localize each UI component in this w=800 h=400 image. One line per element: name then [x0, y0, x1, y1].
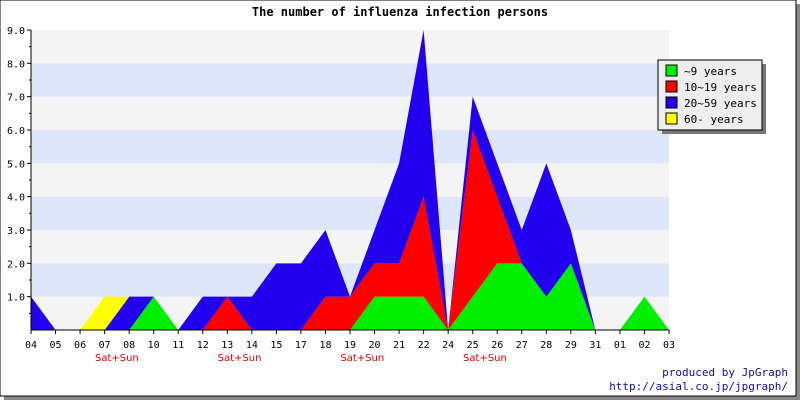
x-tick-label: 11 — [172, 340, 184, 351]
weekend-label: Sat+Sun — [340, 353, 384, 364]
x-tick-label: 17 — [295, 340, 307, 351]
x-tick-label: 27 — [516, 340, 528, 351]
x-tick-label: 21 — [393, 340, 405, 351]
x-tick-label: 31 — [589, 340, 601, 351]
x-tick-label: 19 — [344, 340, 356, 351]
x-tick-label: 06 — [74, 340, 86, 351]
area-series-1 — [31, 263, 669, 330]
legend-label: 20~59 years — [684, 97, 757, 110]
x-tick-label: 24 — [442, 340, 454, 351]
grid-band — [31, 130, 669, 164]
x-tick-label: 26 — [491, 340, 503, 351]
x-tick-label: 03 — [663, 340, 675, 351]
y-tick-labels: 1.0 2.0 3.0 4.0 5.0 6.0 7.0 8.0 9.0 — [7, 26, 25, 304]
x-tick-labels: 04 05 06 07 08 10 11 12 13 14 15 17 18 19 20 21 22 24 25 26… — [25, 340, 675, 351]
y-tick-label: 6.0 — [7, 126, 25, 137]
y-tick-label: 7.0 — [7, 93, 25, 104]
weekend-label: Sat+Sun — [218, 353, 262, 364]
y-tick-label: 1.0 — [7, 293, 25, 304]
legend-label: ~9 years — [684, 65, 737, 78]
weekend-labels: Sat+Sun Sat+Sun Sat+Sun Sat+Sun — [95, 353, 507, 364]
y-tick-label: 8.0 — [7, 59, 25, 70]
grid-band — [31, 96, 669, 130]
x-tick-label: 10 — [148, 340, 160, 351]
y-tick-label: 3.0 — [7, 226, 25, 237]
y-tick-label: 5.0 — [7, 159, 25, 170]
legend-swatch — [665, 112, 678, 125]
x-tick-label: 20 — [369, 340, 381, 351]
legend-label: 60- years — [684, 113, 744, 126]
x-tick-label: 07 — [99, 340, 111, 351]
stacked-areas — [31, 30, 669, 330]
x-tick-label: 08 — [123, 340, 135, 351]
grid-band — [31, 163, 669, 197]
x-tick-label: 14 — [246, 340, 258, 351]
credits-line-2: http://asial.co.jp/jpgraph/ — [609, 380, 788, 393]
x-tick-label: 29 — [565, 340, 577, 351]
x-tick-label: 13 — [221, 340, 233, 351]
x-tick-label: 18 — [319, 340, 331, 351]
credits-line-1: produced by JpGraph — [662, 366, 788, 379]
x-tick-label: 02 — [638, 340, 650, 351]
x-tick-label: 04 — [25, 340, 37, 351]
legend-swatch — [665, 64, 678, 77]
weekend-label: Sat+Sun — [463, 353, 507, 364]
grid-band — [31, 30, 669, 64]
x-tick-label: 25 — [467, 340, 479, 351]
x-tick-label: 05 — [50, 340, 62, 351]
y-tick-label: 4.0 — [7, 193, 25, 204]
legend-items: ~9 years 10~19 years 20~59 years 60- years — [665, 64, 757, 126]
weekend-label: Sat+Sun — [95, 353, 139, 364]
legend: ~9 years 10~19 years 20~59 years 60- years — [657, 59, 766, 134]
grid-band — [31, 63, 669, 97]
area-series-3 — [31, 30, 669, 330]
x-tick-label: 22 — [418, 340, 430, 351]
grid-band — [31, 196, 669, 230]
y-tick-label: 2.0 — [7, 259, 25, 270]
x-tick-label: 15 — [270, 340, 282, 351]
y-tick-label: 9.0 — [7, 26, 25, 37]
legend-swatch — [665, 80, 678, 93]
legend-label: 10~19 years — [684, 81, 757, 94]
x-tick-label: 12 — [197, 340, 209, 351]
chart-title: The number of influenza infection person… — [252, 5, 548, 19]
legend-swatch — [665, 96, 678, 109]
x-tick-label: 28 — [540, 340, 552, 351]
x-tick-label: 01 — [614, 340, 626, 351]
axes — [27, 29, 670, 334]
